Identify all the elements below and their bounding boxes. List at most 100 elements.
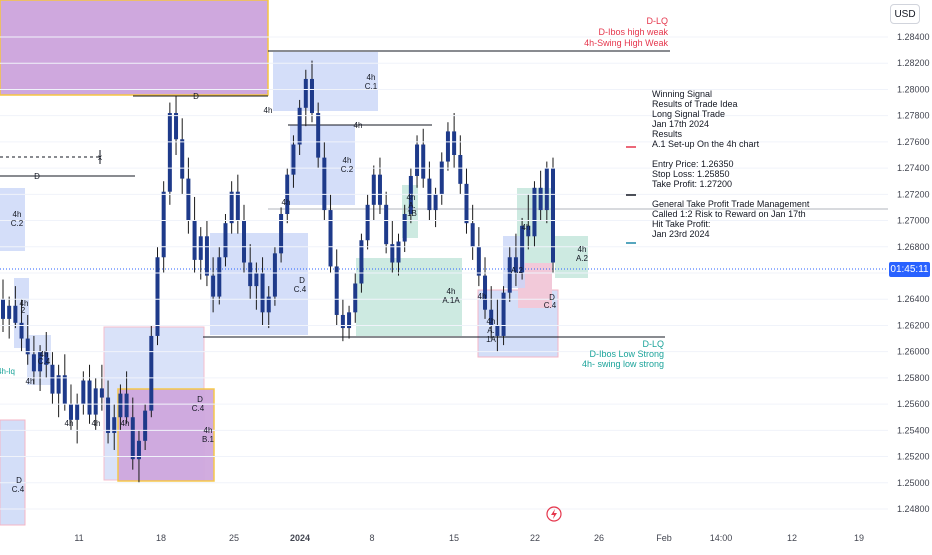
candle <box>31 335 36 385</box>
candle-body <box>445 131 450 162</box>
candle <box>223 214 228 267</box>
candle-body <box>124 393 129 418</box>
candle-body <box>340 314 345 329</box>
candle <box>149 325 154 418</box>
candle <box>520 217 525 280</box>
countdown-tag: 01:45:11 <box>889 262 930 277</box>
candle <box>13 286 18 329</box>
note-2: Long Signal Trade <box>652 109 725 119</box>
candle-body <box>433 194 438 211</box>
zone-label-c4-d: D <box>299 276 305 285</box>
y-tick-label: 1.27400 <box>897 163 930 173</box>
x-tick-label: Feb <box>656 533 672 543</box>
zone-label-c4-small: C.4 <box>38 357 51 366</box>
lightning-icon[interactable] <box>546 506 562 522</box>
candle-body <box>19 322 24 339</box>
candle-body <box>266 296 271 313</box>
candle-body <box>396 241 401 263</box>
note-1: Results of Trade Idea <box>652 99 738 109</box>
candle <box>291 135 296 188</box>
candle-body <box>544 168 549 211</box>
candle-body <box>13 305 18 323</box>
bottom-right-labels: D-LQ D-Ibos Low Strong 4h- swing low str… <box>582 339 664 369</box>
candle <box>242 204 247 273</box>
zone-label-a2-small: A.2 <box>511 266 524 275</box>
note-9: General Take Profit Trade Management <box>652 199 810 209</box>
candle-body <box>470 223 475 247</box>
candle-body <box>415 144 420 176</box>
candle-body <box>143 410 148 441</box>
note-10: Called 1:2 Risk to Reward on Jan 17th <box>652 209 806 219</box>
candle <box>464 168 469 234</box>
blue-zone-c1 <box>273 52 378 111</box>
currency-badge[interactable]: USD <box>890 4 920 24</box>
candle <box>353 273 358 323</box>
candle-body <box>106 397 111 433</box>
candle-body <box>439 161 444 195</box>
y-tick-label: 1.27000 <box>897 216 930 226</box>
note-5: A.1 Set-up On the 4h chart <box>652 139 760 149</box>
candle <box>439 152 444 205</box>
candle <box>260 257 265 326</box>
candle <box>112 404 117 450</box>
candle <box>347 305 352 339</box>
candle <box>174 96 179 155</box>
candle-body <box>452 131 457 155</box>
candle-body <box>223 223 228 258</box>
candle-body <box>464 183 469 224</box>
candle-body <box>161 191 166 258</box>
candle <box>198 227 203 280</box>
candle <box>130 397 135 470</box>
candle-body <box>291 144 296 175</box>
candle <box>402 204 407 253</box>
blue-zone-c2-left <box>0 188 25 251</box>
line-label-d-upper: D <box>193 92 199 101</box>
candle-body <box>297 107 302 145</box>
zone-label-c4p: C.4 <box>544 301 557 310</box>
zone-label-c4p-d: D <box>549 293 555 302</box>
candle <box>167 102 172 205</box>
candle <box>340 299 345 342</box>
zone-label-2-small: 2 <box>21 306 26 315</box>
candle-body <box>489 309 494 326</box>
candle-body <box>136 440 141 460</box>
zones-layer <box>0 0 588 526</box>
candle-body <box>68 404 73 420</box>
candle-body <box>118 393 123 418</box>
zone-label-b1-4h: 4h <box>204 426 213 435</box>
candle-body <box>532 187 537 237</box>
note-4: Results <box>652 129 683 139</box>
zone-label-4h-i: 4h <box>478 292 487 301</box>
candle-body <box>155 257 160 336</box>
candle <box>445 122 450 171</box>
candle-body <box>501 292 506 336</box>
note-3: Jan 17th 2024 <box>652 119 709 129</box>
candle-body <box>334 266 339 315</box>
candle-body <box>7 305 12 319</box>
candle-body <box>180 139 185 179</box>
note-6: Entry Price: 1.26350 <box>652 159 734 169</box>
top-right-labels: D-LQ D-Ibos high weak 4h-Swing High Weak <box>584 16 668 48</box>
candle-body <box>353 283 358 313</box>
candle <box>384 191 389 254</box>
y-tick-label: 1.27600 <box>897 137 930 147</box>
candle <box>359 233 364 293</box>
candle-body <box>174 113 179 140</box>
candle-body <box>62 375 67 405</box>
candle-body <box>56 375 61 394</box>
candle-body <box>384 204 389 245</box>
candle <box>458 135 463 195</box>
zone-label-1a: 1A <box>486 335 496 344</box>
candle <box>279 207 284 263</box>
candle <box>75 393 80 444</box>
green-zone-a1a <box>356 258 462 336</box>
y-tick-label: 1.28200 <box>897 58 930 68</box>
y-tick-label: 1.25000 <box>897 478 930 488</box>
candle <box>124 371 129 424</box>
zone-label-c4: C.4 <box>294 285 307 294</box>
zone-label-c2l: C.2 <box>11 219 24 228</box>
candle-body <box>204 236 209 276</box>
zone-label-c1: C.1 <box>365 82 378 91</box>
zone-label-c4l: C.4 <box>12 485 25 494</box>
